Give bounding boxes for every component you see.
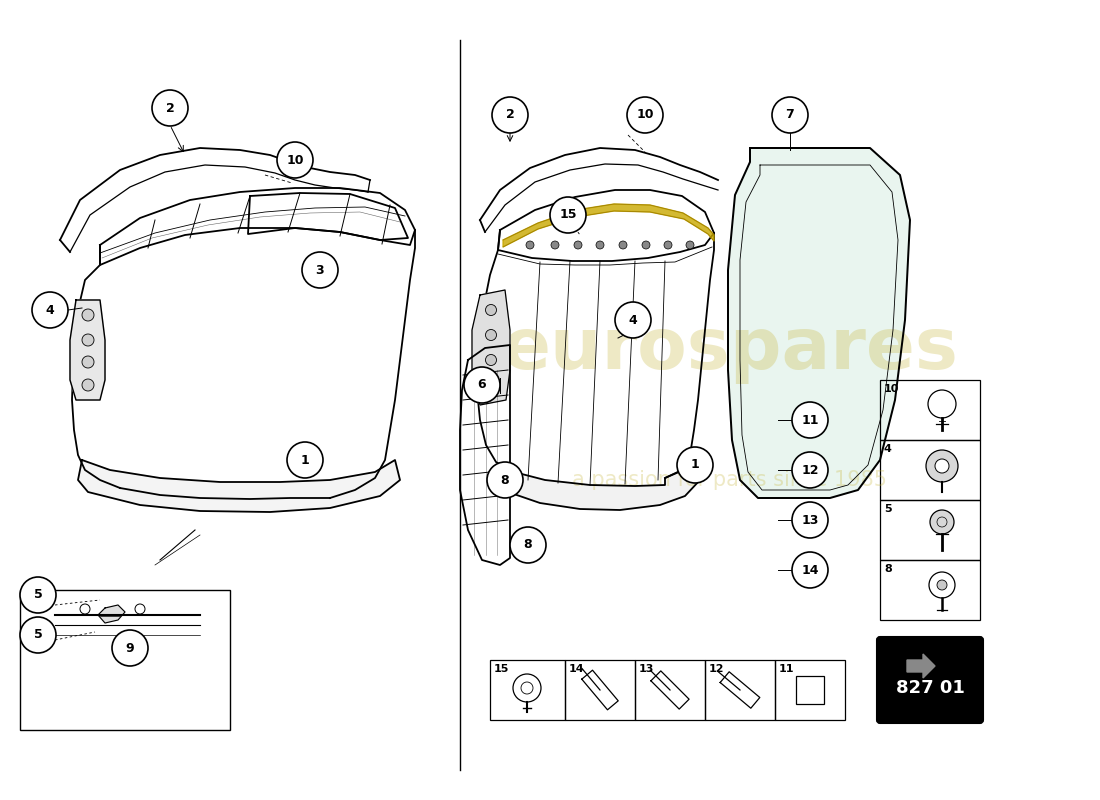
Circle shape bbox=[792, 452, 828, 488]
Text: 14: 14 bbox=[801, 563, 818, 577]
Text: 14: 14 bbox=[569, 664, 584, 674]
Text: 5: 5 bbox=[34, 629, 43, 642]
Circle shape bbox=[485, 305, 496, 315]
Circle shape bbox=[772, 97, 808, 133]
Circle shape bbox=[551, 241, 559, 249]
Circle shape bbox=[464, 367, 500, 403]
Polygon shape bbox=[495, 465, 700, 510]
Text: 8: 8 bbox=[500, 474, 509, 486]
Text: 827 01: 827 01 bbox=[895, 679, 965, 697]
Circle shape bbox=[20, 617, 56, 653]
Text: 10: 10 bbox=[884, 384, 900, 394]
Text: 13: 13 bbox=[639, 664, 654, 674]
Circle shape bbox=[302, 252, 338, 288]
Polygon shape bbox=[728, 148, 910, 498]
Circle shape bbox=[526, 241, 534, 249]
Text: 15: 15 bbox=[559, 209, 576, 222]
Text: 7: 7 bbox=[785, 109, 794, 122]
Circle shape bbox=[492, 97, 528, 133]
Text: a passion for parts since 1985: a passion for parts since 1985 bbox=[572, 470, 888, 490]
Circle shape bbox=[926, 450, 958, 482]
Circle shape bbox=[82, 379, 94, 391]
Text: 11: 11 bbox=[801, 414, 818, 426]
Text: 6: 6 bbox=[477, 378, 486, 391]
Circle shape bbox=[487, 462, 522, 498]
Circle shape bbox=[485, 354, 496, 366]
Polygon shape bbox=[503, 204, 714, 247]
Circle shape bbox=[485, 330, 496, 341]
Circle shape bbox=[615, 302, 651, 338]
Text: 1: 1 bbox=[691, 458, 700, 471]
Text: 10: 10 bbox=[286, 154, 304, 166]
Polygon shape bbox=[70, 300, 104, 400]
Text: 4: 4 bbox=[45, 303, 54, 317]
Text: 4: 4 bbox=[884, 444, 892, 454]
Text: eurospares: eurospares bbox=[502, 315, 958, 385]
Circle shape bbox=[550, 197, 586, 233]
Polygon shape bbox=[98, 605, 125, 623]
Text: 4: 4 bbox=[628, 314, 637, 326]
Circle shape bbox=[510, 527, 546, 563]
Text: 13: 13 bbox=[801, 514, 818, 526]
Text: 2: 2 bbox=[506, 109, 515, 122]
Circle shape bbox=[676, 447, 713, 483]
Text: 3: 3 bbox=[316, 263, 324, 277]
Circle shape bbox=[937, 580, 947, 590]
Text: 10: 10 bbox=[636, 109, 653, 122]
Circle shape bbox=[32, 292, 68, 328]
Circle shape bbox=[287, 442, 323, 478]
Circle shape bbox=[82, 356, 94, 368]
Circle shape bbox=[642, 241, 650, 249]
Circle shape bbox=[792, 552, 828, 588]
Text: 5: 5 bbox=[884, 504, 892, 514]
Text: 12: 12 bbox=[801, 463, 818, 477]
Circle shape bbox=[574, 241, 582, 249]
Text: 8: 8 bbox=[884, 564, 892, 574]
Polygon shape bbox=[78, 460, 400, 512]
Text: 12: 12 bbox=[710, 664, 725, 674]
Circle shape bbox=[935, 459, 949, 473]
Circle shape bbox=[686, 241, 694, 249]
Text: 15: 15 bbox=[494, 664, 509, 674]
Circle shape bbox=[619, 241, 627, 249]
Text: 2: 2 bbox=[166, 102, 175, 114]
Circle shape bbox=[152, 90, 188, 126]
Circle shape bbox=[485, 382, 496, 394]
Polygon shape bbox=[908, 654, 935, 678]
Circle shape bbox=[792, 402, 828, 438]
Circle shape bbox=[20, 577, 56, 613]
Circle shape bbox=[664, 241, 672, 249]
FancyBboxPatch shape bbox=[877, 637, 983, 723]
Text: 1: 1 bbox=[300, 454, 309, 466]
Text: 5: 5 bbox=[34, 589, 43, 602]
Circle shape bbox=[82, 309, 94, 321]
Text: 11: 11 bbox=[779, 664, 794, 674]
Circle shape bbox=[930, 510, 954, 534]
Polygon shape bbox=[472, 290, 510, 405]
Circle shape bbox=[82, 334, 94, 346]
Circle shape bbox=[112, 630, 148, 666]
Text: 8: 8 bbox=[524, 538, 532, 551]
Circle shape bbox=[792, 502, 828, 538]
Circle shape bbox=[596, 241, 604, 249]
Circle shape bbox=[277, 142, 313, 178]
Circle shape bbox=[627, 97, 663, 133]
Text: 9: 9 bbox=[125, 642, 134, 654]
